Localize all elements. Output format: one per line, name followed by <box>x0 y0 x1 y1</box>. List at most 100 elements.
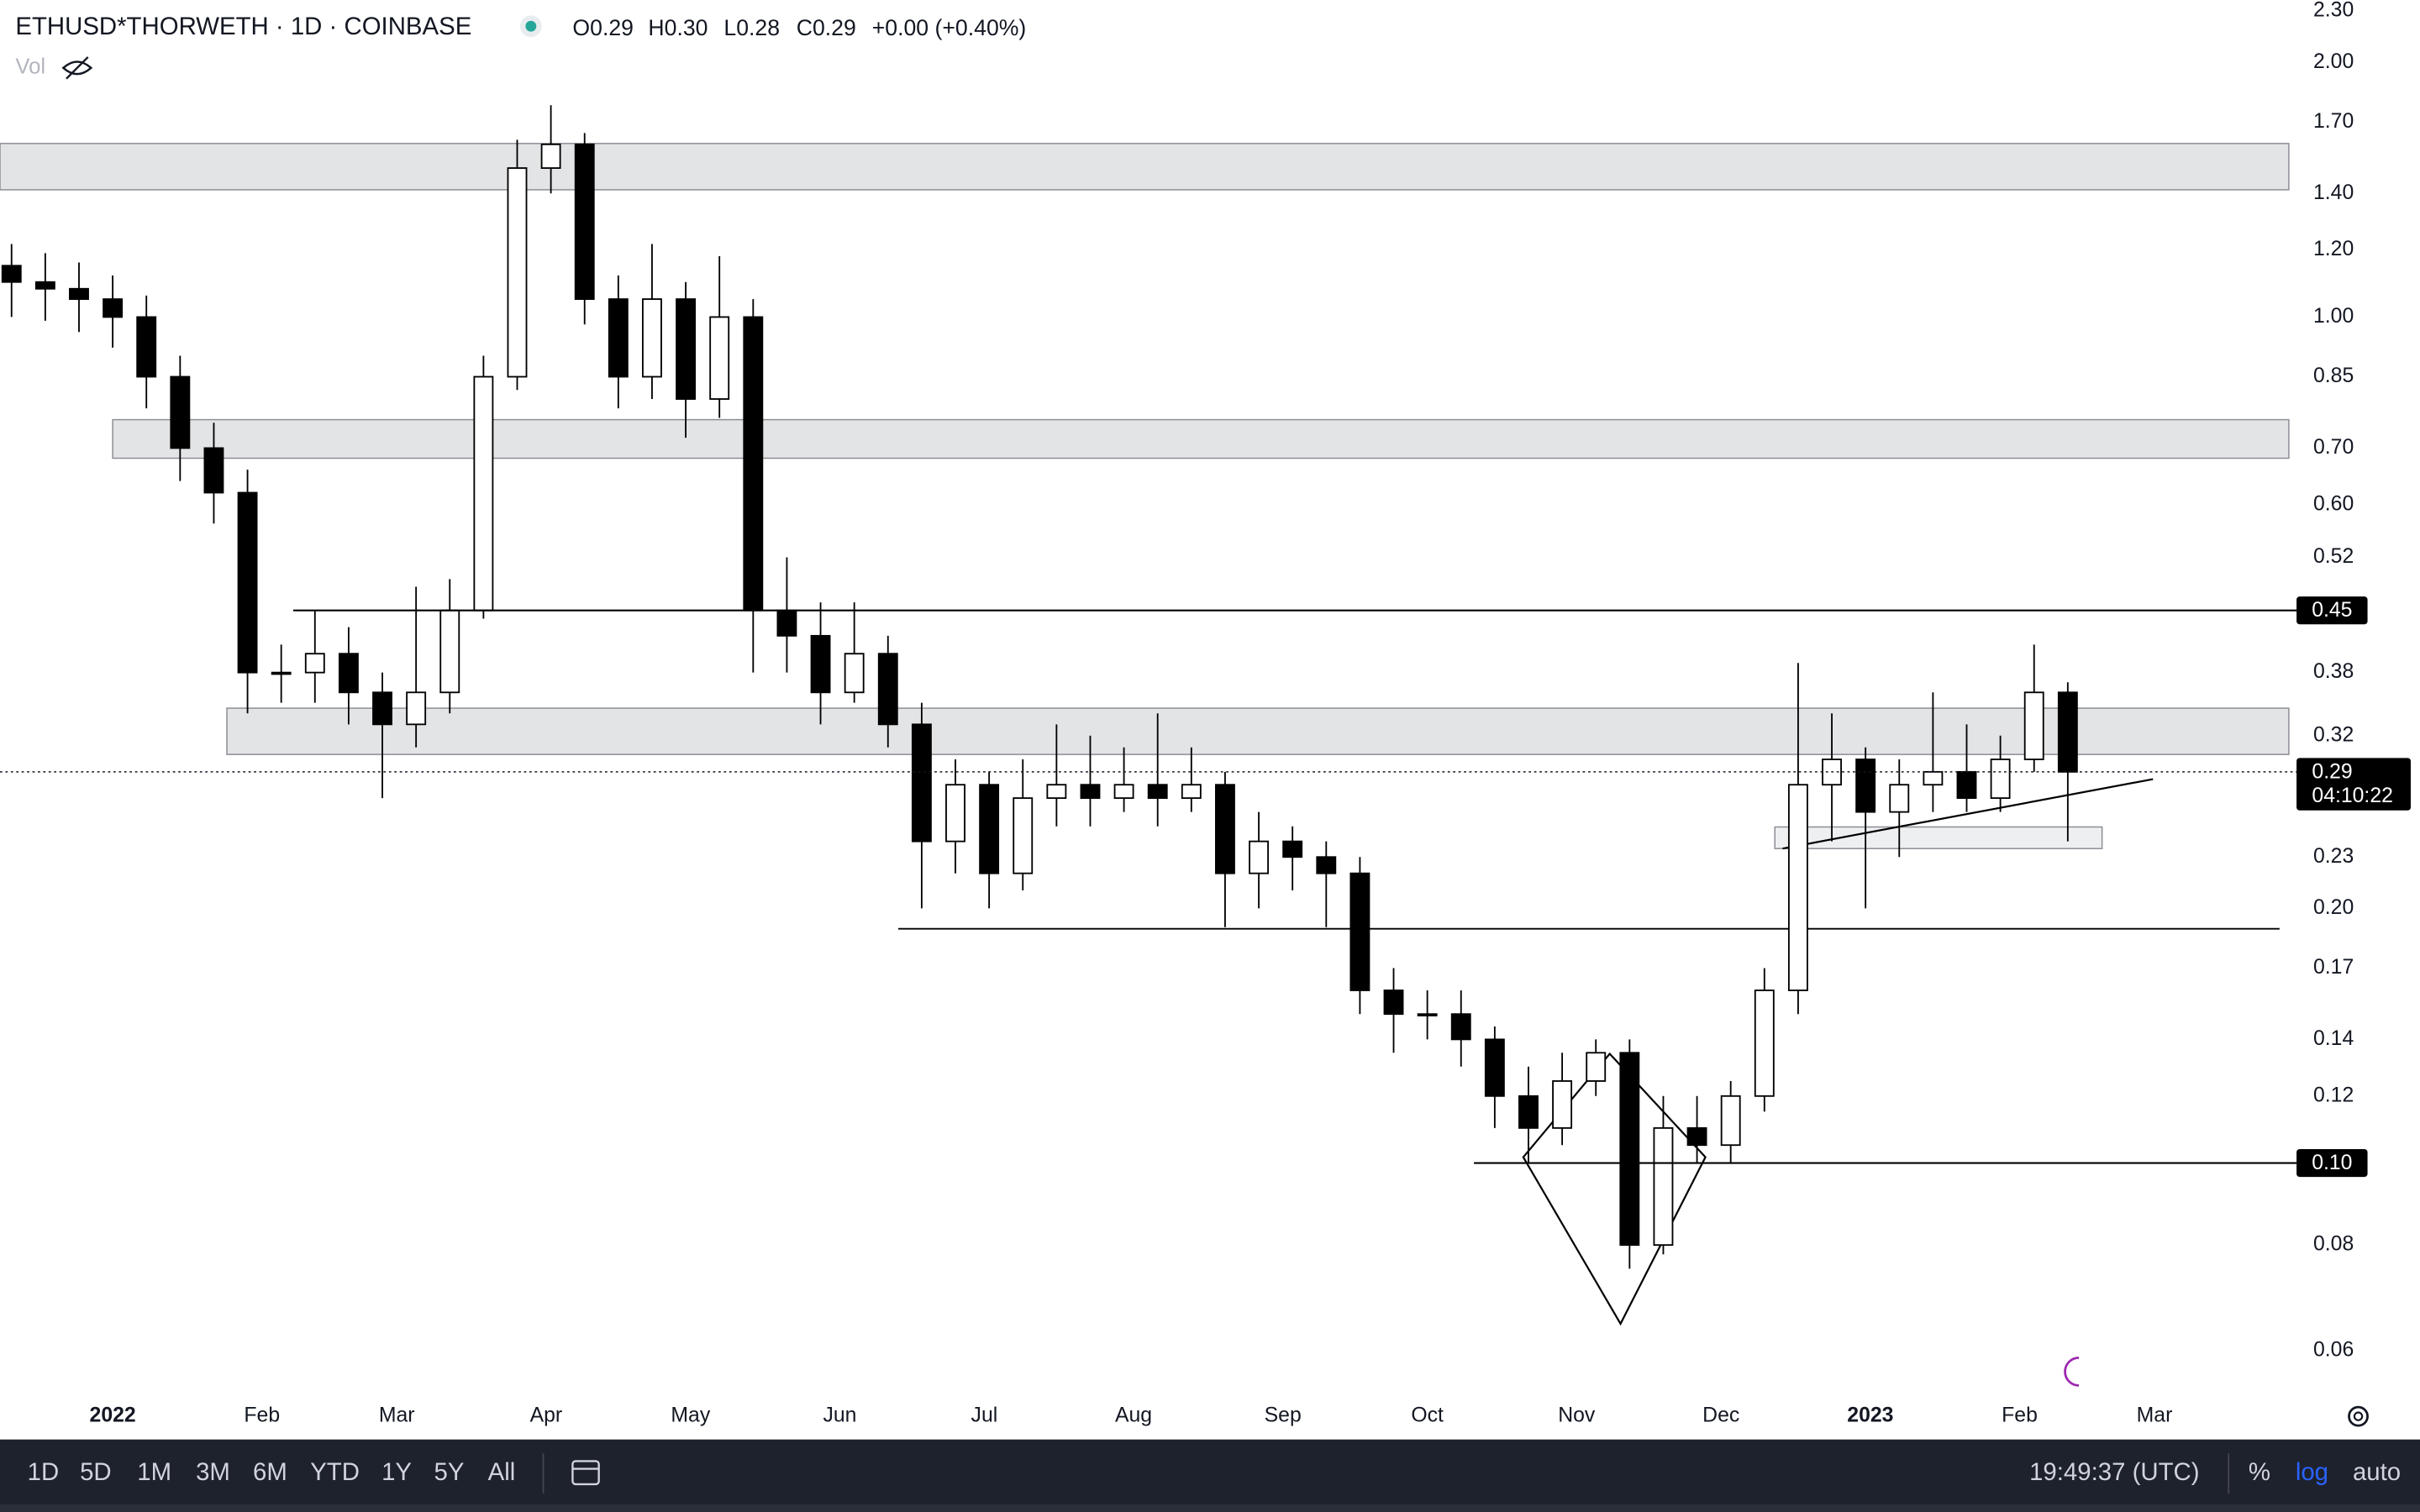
symbol-title: ETHUSD*THORWETH · 1D · COINBASE <box>15 13 471 40</box>
candle-body <box>608 298 629 378</box>
hide-icon[interactable] <box>61 56 93 80</box>
y-tick-label: 0.12 <box>2313 1084 2354 1106</box>
candle-body <box>945 784 965 843</box>
candle-body <box>979 784 1000 874</box>
candle-body <box>1 265 22 283</box>
slash <box>66 56 89 80</box>
settings-icon[interactable] <box>2348 1405 2369 1427</box>
y-tick-label: 1.40 <box>2313 181 2354 204</box>
auto-toggle[interactable]: auto <box>2353 1458 2401 1486</box>
candle-body <box>1686 1126 1707 1147</box>
toolbar-bg <box>0 1439 2420 1512</box>
ohlc-value: L0.28 <box>723 15 780 40</box>
candle-body <box>1956 770 1977 800</box>
x-tick-label: Feb <box>2002 1404 2038 1427</box>
price-label: 0.45 <box>2312 599 2352 622</box>
y-tick-label: 0.08 <box>2313 1233 2354 1256</box>
y-tick-label: 0.06 <box>2313 1339 2354 1362</box>
candle-body <box>1080 784 1101 800</box>
y-tick-label: 2.30 <box>2313 0 2354 22</box>
ohlc-value: C0.29 <box>797 15 856 40</box>
candle-body <box>1552 1080 1573 1129</box>
y-tick-label: 2.00 <box>2313 50 2354 73</box>
candle-body <box>1586 1052 1607 1082</box>
status-dot <box>525 20 537 32</box>
range-button[interactable]: 5D <box>80 1458 112 1486</box>
candle-body <box>1147 784 1168 800</box>
last-price-box <box>2296 758 2411 811</box>
candle-body <box>1450 1013 1471 1041</box>
gear-center <box>2353 1411 2364 1421</box>
y-tick-label: 1.20 <box>2313 238 2354 260</box>
candle-body <box>1316 856 1337 874</box>
candle-body <box>1889 784 1910 813</box>
x-tick-label: Mar <box>2137 1404 2173 1427</box>
range-button[interactable]: All <box>488 1458 516 1486</box>
range-button[interactable]: YTD <box>310 1458 360 1486</box>
range-button[interactable]: 6M <box>253 1458 287 1486</box>
candle-body <box>2057 691 2078 773</box>
candle-body <box>406 691 427 726</box>
x-tick-label: Apr <box>530 1404 563 1427</box>
candle-body <box>1787 784 1808 991</box>
x-tick-label: Nov <box>1558 1404 1596 1427</box>
x-tick-label: Aug <box>1115 1404 1152 1427</box>
candle-body <box>1720 1095 1741 1147</box>
x-tick-label: Dec <box>1702 1404 1739 1427</box>
price-label-box <box>2296 1149 2368 1178</box>
candle-body <box>1181 784 1202 800</box>
candle-body <box>507 167 528 378</box>
candle-body <box>1349 872 1370 991</box>
candle-body <box>642 298 662 378</box>
x-tick-label: Jun <box>823 1404 856 1427</box>
ohlc-readout: O0.29 H0.30 L0.28 C0.29 +0.00 (+0.40%) <box>572 15 1026 40</box>
y-tick-label: 1.70 <box>2313 110 2354 133</box>
price-label: 0.10 <box>2312 1152 2352 1174</box>
x-axis: 2022 Feb Mar Apr May Jun Jul Aug Sep Oct Nov Dec 202… <box>90 1396 2173 1427</box>
countdown: 04:10:22 <box>2312 785 2392 807</box>
zone <box>112 418 2290 459</box>
toolbar-edge <box>0 1504 2420 1512</box>
candle-body <box>911 723 932 843</box>
y-tick-label: 0.52 <box>2313 545 2354 568</box>
y-tick-label: 0.38 <box>2313 660 2354 683</box>
toolbar: 19:49:37 (UTC) % log auto 1D 5D 1M 3M 6M YTD 1… <box>0 1439 2420 1512</box>
candle-body <box>1484 1038 1505 1097</box>
percent-toggle[interactable]: % <box>2249 1458 2270 1486</box>
y-tick-label: 0.20 <box>2313 896 2354 919</box>
ohlc-value: O0.29 <box>572 15 634 40</box>
date-range-icon[interactable] <box>571 1460 600 1486</box>
candle-body <box>776 609 797 637</box>
y-axis: 2.30 2.00 1.70 1.40 1.20 1.00 0.85 0.70 0.60 0.52… <box>2296 0 2354 1362</box>
candle-body <box>676 298 697 400</box>
x-tick-label: May <box>671 1404 710 1427</box>
y-tick-label: 0.32 <box>2313 723 2354 746</box>
range-button[interactable]: 1Y <box>381 1458 412 1486</box>
y-tick-label: 0.14 <box>2313 1027 2354 1050</box>
range-button[interactable]: 1D <box>28 1458 60 1486</box>
candle-body <box>34 281 55 290</box>
candles <box>1 105 2078 1269</box>
log-toggle[interactable]: log <box>2296 1458 2328 1486</box>
candle-body <box>540 143 561 169</box>
candle-body <box>103 298 124 318</box>
ohlc-value: +0.00 (+0.40%) <box>872 15 1027 40</box>
candle-body <box>1653 1126 1674 1247</box>
price-label-box <box>2296 596 2368 625</box>
candle-body <box>1619 1052 1640 1247</box>
candle-body <box>372 691 392 726</box>
candle-body <box>1383 990 1404 1016</box>
range-button[interactable]: 1M <box>137 1458 171 1486</box>
candle-body <box>1754 990 1775 1097</box>
zone <box>1774 826 2103 849</box>
candle-body <box>237 491 258 674</box>
candle-body <box>136 316 157 378</box>
range-button[interactable]: 5Y <box>434 1458 465 1486</box>
candle-body <box>338 653 359 694</box>
volume-label: Vol <box>15 55 45 79</box>
clock: 19:49:37 (UTC) <box>2029 1458 2199 1486</box>
range-button[interactable]: 3M <box>196 1458 230 1486</box>
y-tick-label: 0.23 <box>2313 845 2354 868</box>
